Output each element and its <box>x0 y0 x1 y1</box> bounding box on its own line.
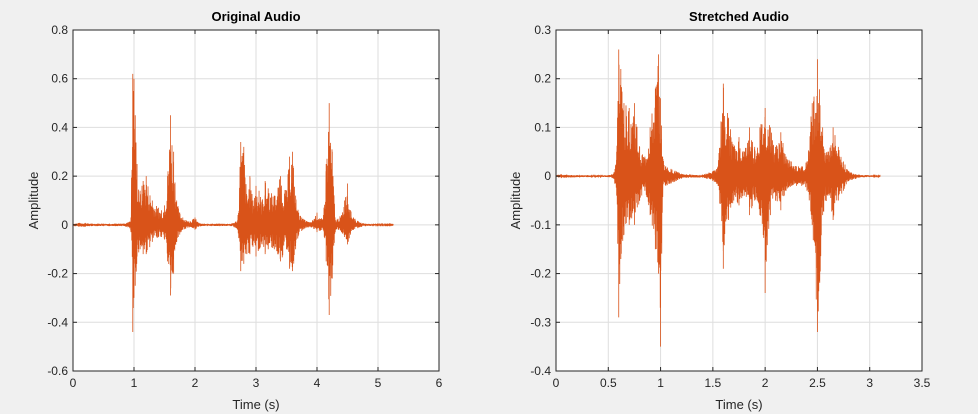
x-tick-label: 3 <box>866 376 873 390</box>
y-tick-label: -0.2 <box>530 267 551 281</box>
y-tick-label: 0.1 <box>534 120 551 134</box>
y-tick-label: 0.2 <box>534 72 551 86</box>
axes-stretched-audio: 0 0.5 1 1.5 2 2.5 3 3.5 -0.4 -0.3 -0.2 -0.1 0 0.1 0.2… <box>508 9 931 412</box>
y-tick-label: 0 <box>544 169 551 183</box>
y-tick-label: 0.4 <box>51 120 68 134</box>
axes-original-audio: 0 1 2 3 4 5 6 -0.6 -0.4 -0.2 0 0.2 0.4 0.6 0.8 Origin… <box>26 9 443 412</box>
x-axis-label: Time (s) <box>232 397 279 412</box>
axes-box <box>555 29 923 372</box>
x-tick-label: 1.5 <box>705 376 722 390</box>
x-ticks: 0 0.5 1 1.5 2 2.5 3 3.5 <box>553 30 931 390</box>
x-tick-label: 2 <box>762 376 769 390</box>
x-tick-label: 2.5 <box>809 376 826 390</box>
y-tick-label: -0.3 <box>530 315 551 329</box>
x-tick-label: 1 <box>131 376 138 390</box>
y-tick-label: 0.2 <box>51 169 68 183</box>
y-tick-label: -0.6 <box>47 364 68 378</box>
x-tick-label: 2 <box>192 376 199 390</box>
y-tick-label: -0.4 <box>47 315 68 329</box>
x-ticks: 0 1 2 3 4 5 6 <box>70 30 443 390</box>
y-tick-label: -0.2 <box>47 267 68 281</box>
waveform-series <box>72 73 394 333</box>
y-tick-label: 0.6 <box>51 72 68 86</box>
x-tick-label: 0 <box>553 376 560 390</box>
x-axis-label: Time (s) <box>715 397 762 412</box>
y-tick-label: -0.1 <box>530 218 551 232</box>
x-tick-label: 3 <box>253 376 260 390</box>
x-tick-label: 0 <box>70 376 77 390</box>
x-tick-label: 1 <box>657 376 664 390</box>
y-ticks: -0.6 -0.4 -0.2 0 0.2 0.4 0.6 0.8 <box>47 23 439 378</box>
x-tick-label: 6 <box>436 376 443 390</box>
waveform-series <box>555 49 881 347</box>
y-tick-label: 0 <box>61 218 68 232</box>
y-tick-label: 0.3 <box>534 23 551 37</box>
y-tick-label: -0.4 <box>530 364 551 378</box>
chart-title: Original Audio <box>211 9 300 24</box>
x-tick-label: 3.5 <box>914 376 931 390</box>
y-tick-label: 0.8 <box>51 23 68 37</box>
chart-title: Stretched Audio <box>689 9 789 24</box>
y-axis-label: Amplitude <box>508 172 523 230</box>
x-tick-label: 0.5 <box>600 376 617 390</box>
y-axis-label: Amplitude <box>26 172 41 230</box>
x-tick-label: 5 <box>375 376 382 390</box>
y-ticks: -0.4 -0.3 -0.2 -0.1 0 0.1 0.2 0.3 <box>530 23 922 378</box>
x-tick-label: 4 <box>314 376 321 390</box>
